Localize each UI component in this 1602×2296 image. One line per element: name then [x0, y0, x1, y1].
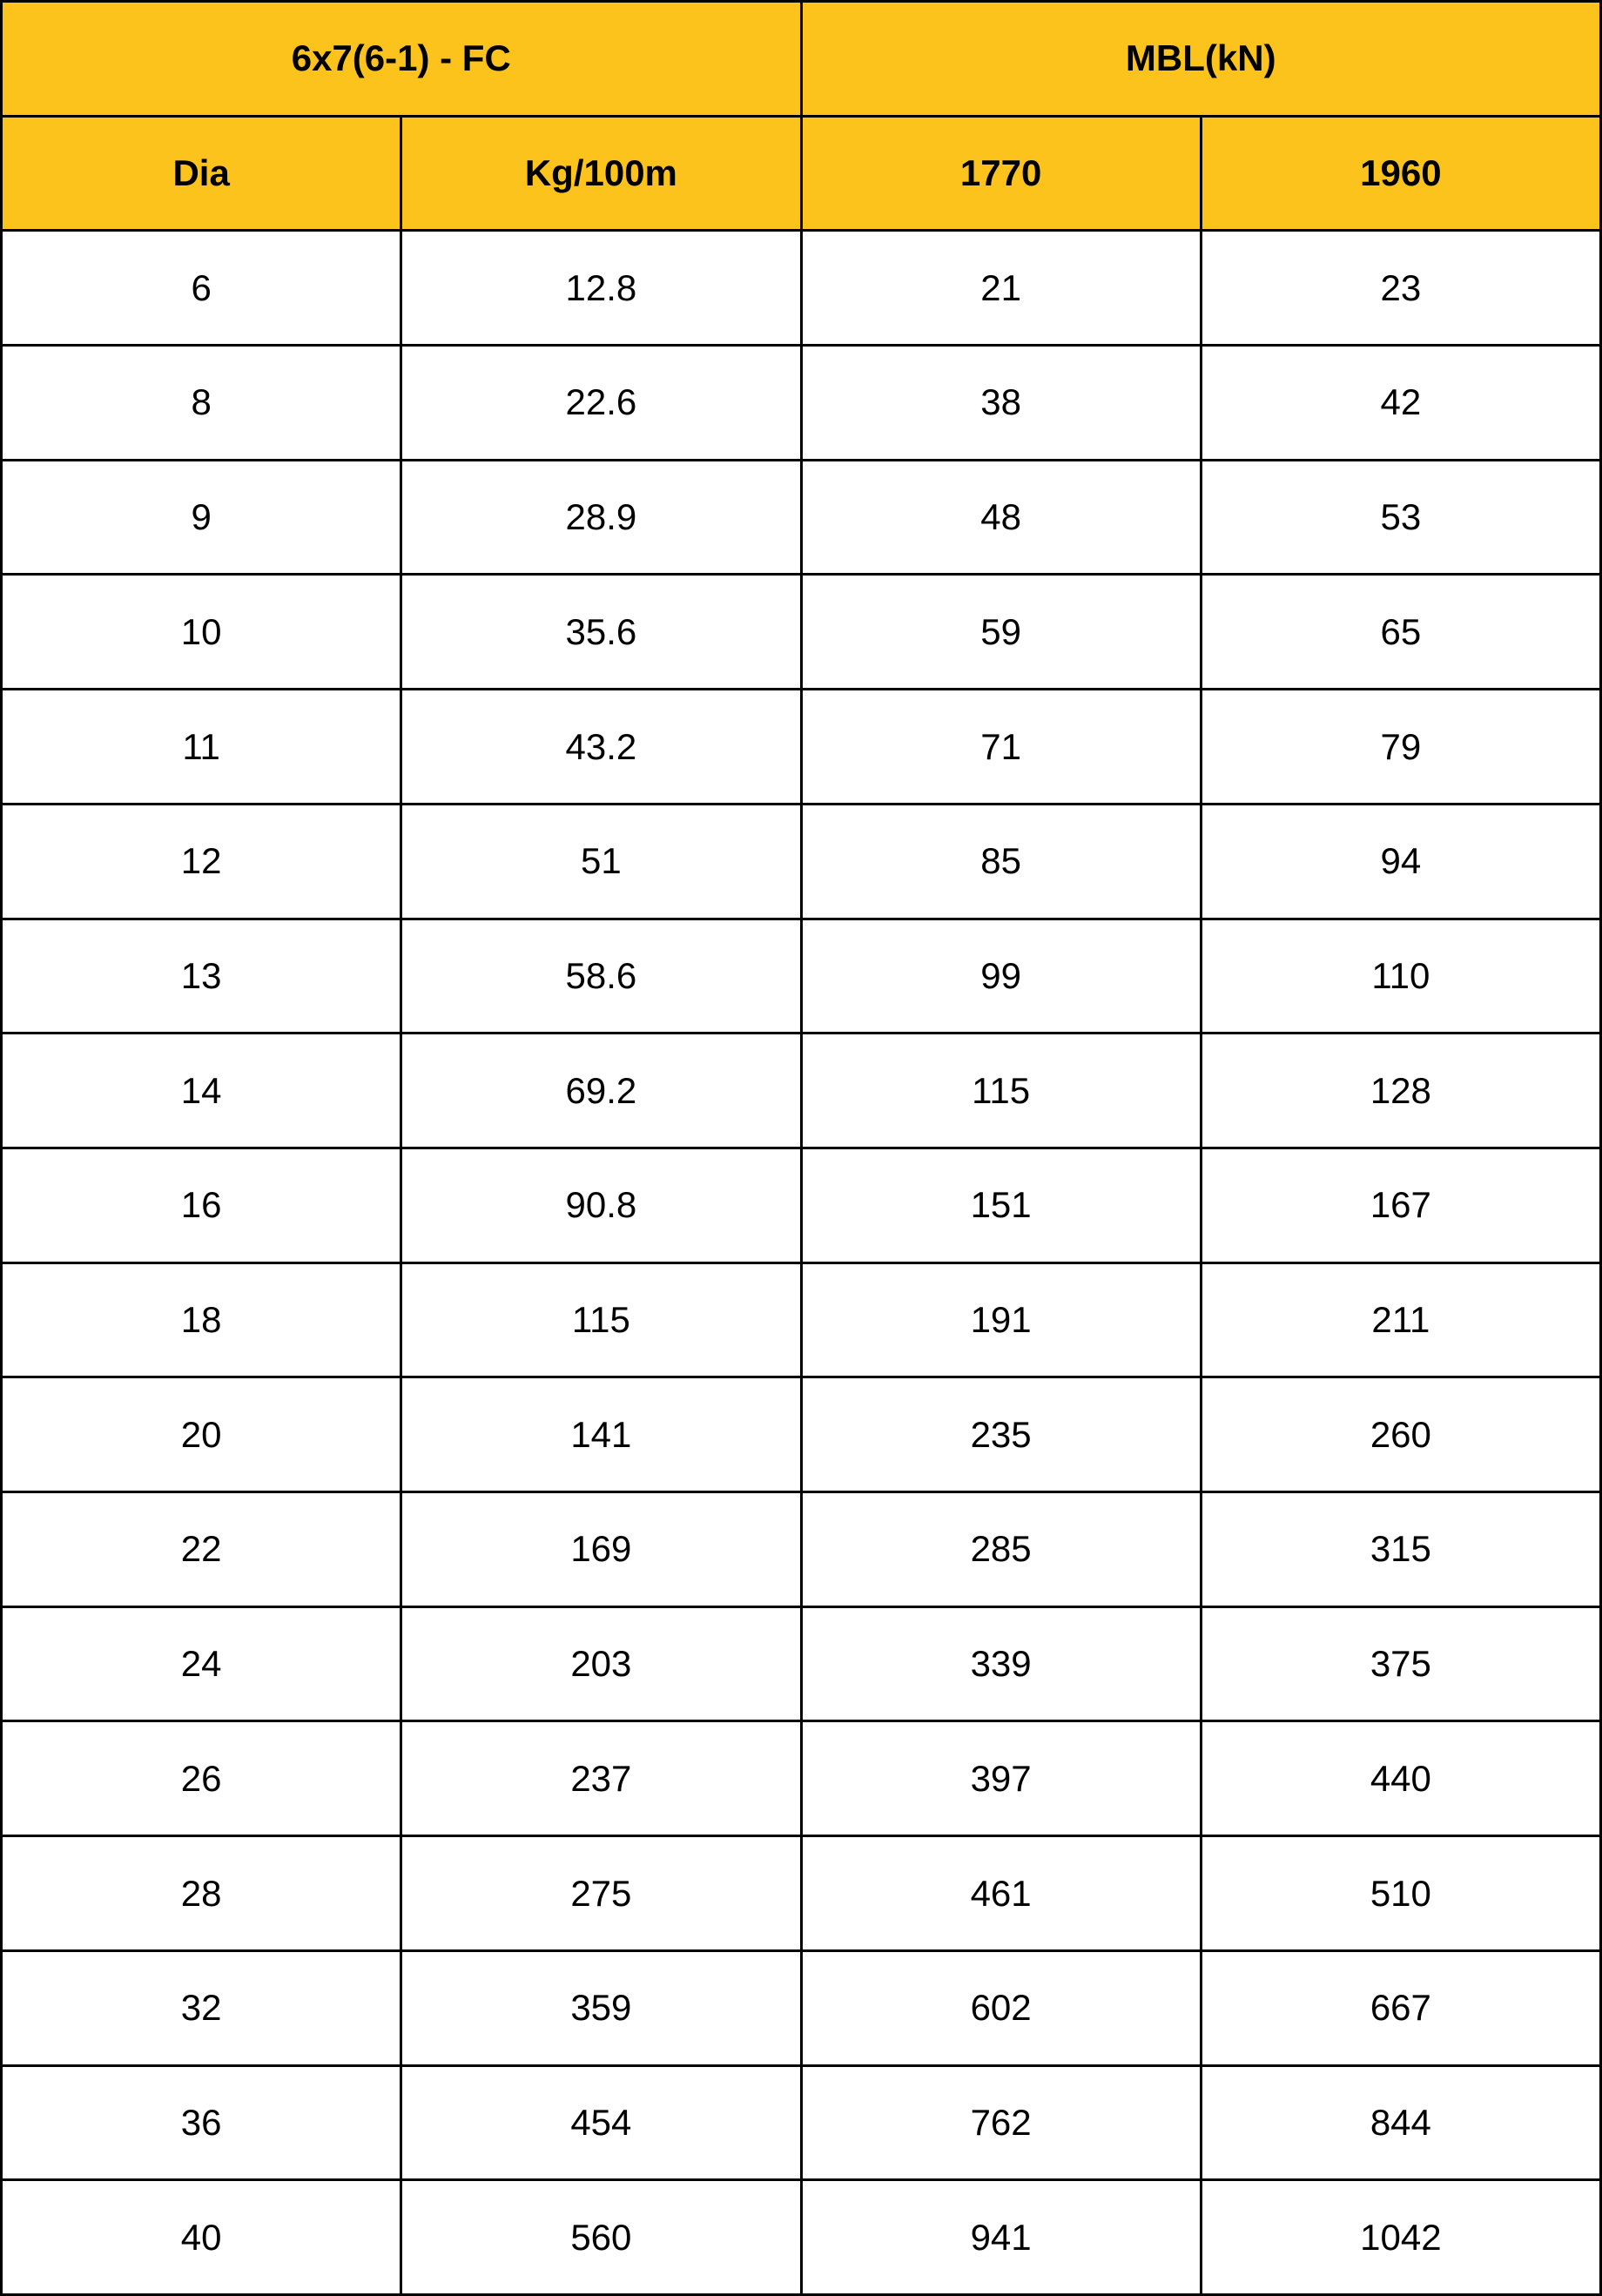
table-cell: 1042 [1202, 2181, 1602, 2296]
table-cell: 65 [1202, 576, 1602, 691]
table-cell: 203 [402, 1607, 803, 1723]
table-cell: 128 [1202, 1034, 1602, 1149]
table-cell: 69.2 [402, 1034, 803, 1149]
group-header: 6x7(6-1) - FC [3, 3, 803, 118]
table-cell: 169 [402, 1493, 803, 1608]
group-header: MBL(kN) [802, 3, 1602, 118]
table-cell: 454 [402, 2066, 803, 2182]
table-cell: 90.8 [402, 1148, 803, 1264]
table-cell: 48 [802, 461, 1202, 576]
table-cell: 11 [3, 690, 403, 805]
table-cell: 51 [402, 805, 803, 920]
table-cell: 762 [802, 2066, 1202, 2182]
table-cell: 375 [1202, 1607, 1602, 1723]
table-cell: 110 [1202, 919, 1602, 1035]
table-cell: 141 [402, 1378, 803, 1494]
table-cell: 16 [3, 1148, 403, 1264]
table-cell: 99 [802, 919, 1202, 1035]
table-cell: 53 [1202, 461, 1602, 576]
table-cell: 115 [802, 1034, 1202, 1149]
table-cell: 844 [1202, 2066, 1602, 2182]
table-cell: 40 [3, 2181, 403, 2296]
table-cell: 26 [3, 1722, 403, 1838]
table-cell: 36 [3, 2066, 403, 2182]
table-cell: 667 [1202, 1951, 1602, 2067]
table-cell: 211 [1202, 1263, 1602, 1379]
table-cell: 8 [3, 347, 403, 461]
table-cell: 18 [3, 1263, 403, 1379]
table-cell: 58.6 [402, 919, 803, 1035]
table-cell: 14 [3, 1034, 403, 1149]
table-cell: 35.6 [402, 576, 803, 691]
table-cell: 461 [802, 1837, 1202, 1952]
table-cell: 20 [3, 1378, 403, 1494]
table-cell: 43.2 [402, 690, 803, 805]
table-cell: 167 [1202, 1148, 1602, 1264]
table-cell: 115 [402, 1263, 803, 1379]
table-cell: 560 [402, 2181, 803, 2296]
table-cell: 260 [1202, 1378, 1602, 1494]
table-cell: 22.6 [402, 347, 803, 461]
table-cell: 28.9 [402, 461, 803, 576]
table-cell: 941 [802, 2181, 1202, 2296]
table-cell: 71 [802, 690, 1202, 805]
table-cell: 397 [802, 1722, 1202, 1838]
table-cell: 28 [3, 1837, 403, 1952]
table-cell: 191 [802, 1263, 1202, 1379]
table-cell: 59 [802, 576, 1202, 691]
table-cell: 94 [1202, 805, 1602, 920]
table-cell: 285 [802, 1493, 1202, 1608]
table-cell: 32 [3, 1951, 403, 2067]
column-header: 1960 [1202, 117, 1602, 232]
table-cell: 12 [3, 805, 403, 920]
table-cell: 315 [1202, 1493, 1602, 1608]
table-cell: 23 [1202, 232, 1602, 347]
table-cell: 510 [1202, 1837, 1602, 1952]
table-cell: 359 [402, 1951, 803, 2067]
column-header: 1770 [802, 117, 1202, 232]
table-cell: 10 [3, 576, 403, 691]
table-cell: 151 [802, 1148, 1202, 1264]
table-cell: 21 [802, 232, 1202, 347]
table-cell: 9 [3, 461, 403, 576]
table-cell: 440 [1202, 1722, 1602, 1838]
table-cell: 275 [402, 1837, 803, 1952]
column-header: Kg/100m [402, 117, 803, 232]
table-cell: 22 [3, 1493, 403, 1608]
table-cell: 79 [1202, 690, 1602, 805]
table-cell: 13 [3, 919, 403, 1035]
table-cell: 339 [802, 1607, 1202, 1723]
table-cell: 12.8 [402, 232, 803, 347]
table-cell: 24 [3, 1607, 403, 1723]
table-cell: 85 [802, 805, 1202, 920]
table-cell: 602 [802, 1951, 1202, 2067]
table-cell: 6 [3, 232, 403, 347]
column-header: Dia [3, 117, 403, 232]
table-cell: 237 [402, 1722, 803, 1838]
table-cell: 38 [802, 347, 1202, 461]
table-cell: 235 [802, 1378, 1202, 1494]
table-cell: 42 [1202, 347, 1602, 461]
